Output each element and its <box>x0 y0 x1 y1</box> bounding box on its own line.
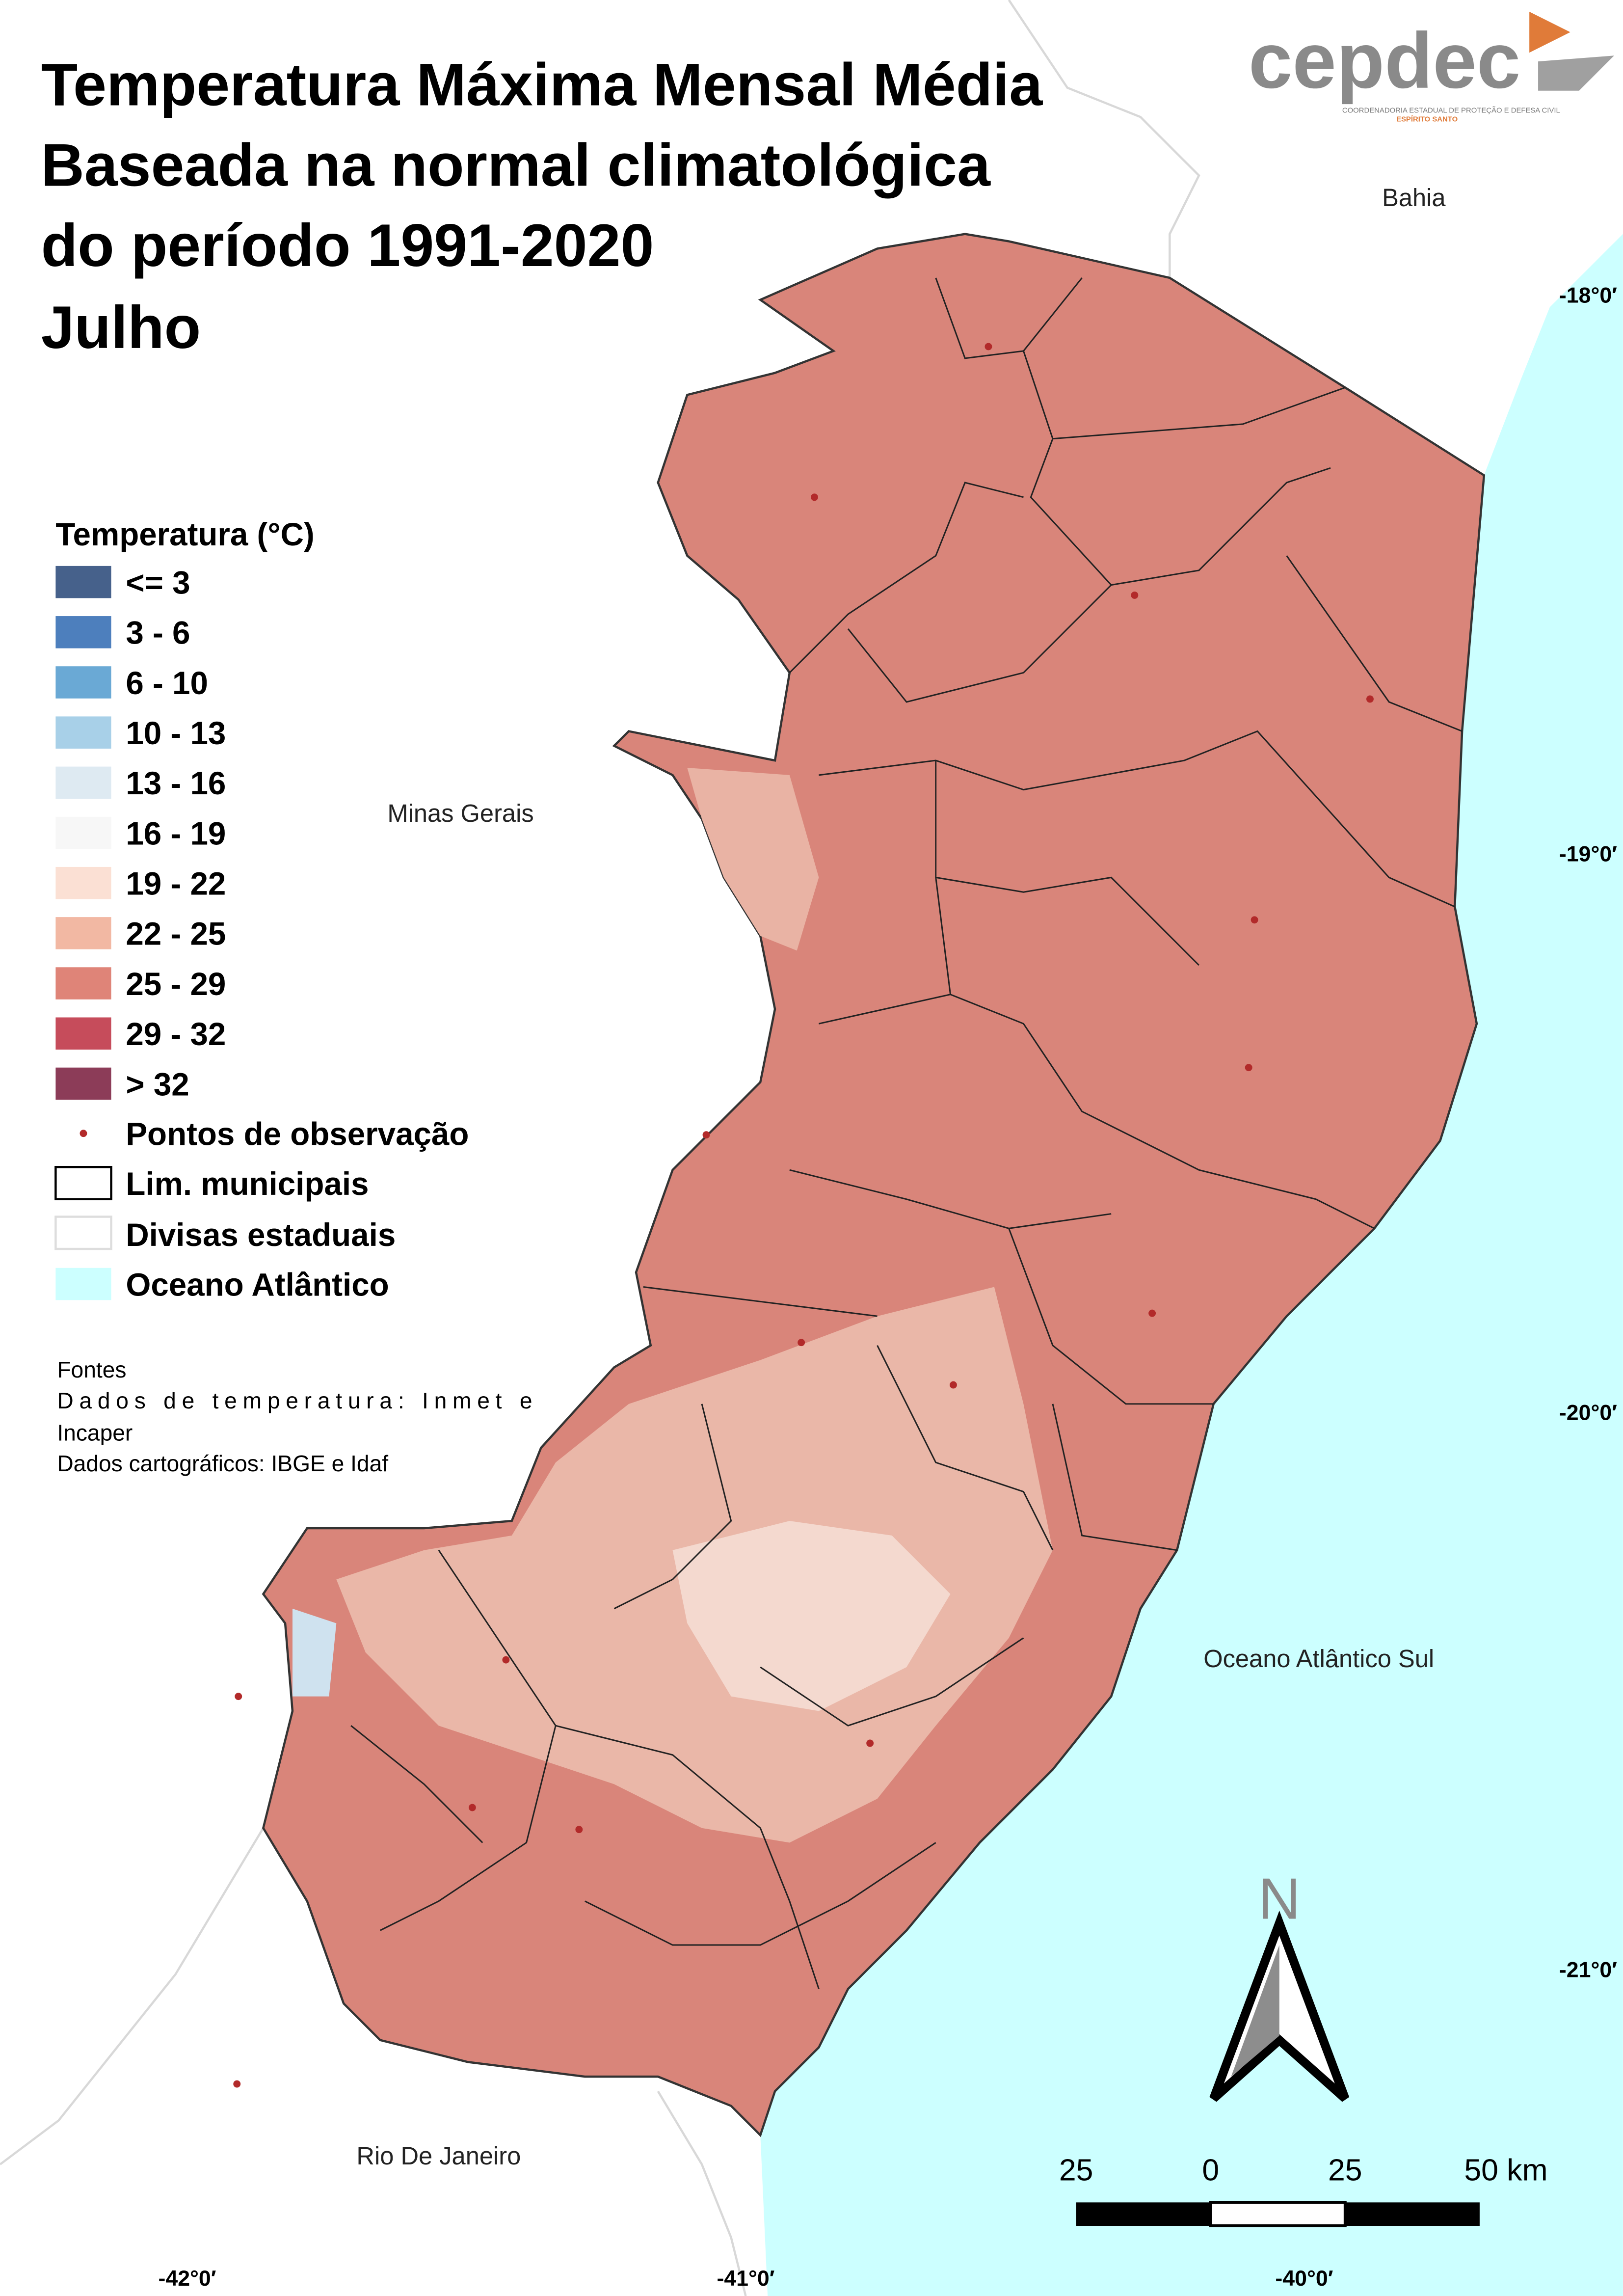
scale-label: 50 km <box>1464 2153 1547 2188</box>
legend-label: 19 - 22 <box>126 866 226 902</box>
place-label: Oceano Atlântico Sul <box>1203 1645 1434 1673</box>
legend-label: Pontos de observação <box>126 1116 469 1152</box>
title-line: Baseada na normal climatológica <box>41 131 991 198</box>
highland-area <box>292 1608 337 1697</box>
source-line: Dados cartográficos: IBGE e Idaf <box>57 1451 388 1476</box>
scale-bar <box>1076 2202 1211 2226</box>
legend-label: 10 - 13 <box>126 715 226 751</box>
place-label: Rio De Janeiro <box>356 2142 521 2170</box>
longitude-label: -41°0′ <box>717 2267 774 2291</box>
municipal-limits <box>350 277 1463 1989</box>
legend-label: 16 - 19 <box>126 815 226 851</box>
state-border <box>1008 0 1200 278</box>
scale-label: 25 <box>1059 2153 1093 2188</box>
logo-mark <box>1538 55 1614 91</box>
source-line: Fontes <box>57 1357 126 1382</box>
legend-swatch <box>55 967 111 999</box>
ocean <box>760 234 1623 2296</box>
title-line: do período 1991-2020 <box>41 212 654 279</box>
scale-bar <box>1209 2201 1347 2227</box>
scale-bar <box>1345 2202 1480 2226</box>
state-border <box>657 2090 747 2296</box>
legend-swatch <box>55 1017 111 1050</box>
legend-symbol <box>54 1216 112 1250</box>
legend-label: 3 - 6 <box>126 615 190 651</box>
legend-label: Lim. municipais <box>126 1166 369 1202</box>
legend-swatch <box>55 1067 111 1100</box>
legend-symbol <box>80 1130 87 1137</box>
legend-swatch <box>55 766 111 799</box>
longitude-label: -42°0′ <box>158 2267 216 2291</box>
source-line: Incaper <box>57 1420 133 1445</box>
legend-swatch <box>55 816 111 849</box>
highland-area <box>672 1521 951 1711</box>
legend-label: 29 - 32 <box>126 1016 226 1052</box>
title-line: Temperatura Máxima Mensal Média <box>41 51 1043 118</box>
logo-region: ESPÍRITO SANTO <box>1396 115 1458 123</box>
latitude-label: -20°0′ <box>1559 1401 1617 1425</box>
legend-swatch <box>55 616 111 648</box>
legend-label: 6 - 10 <box>126 665 208 701</box>
scale-label: 25 <box>1328 2153 1362 2188</box>
legend: <= 3 3 - 6 6 - 10 10 - 13 13 - 16 16 - 19 19 -… <box>55 565 226 1102</box>
legend-label: Oceano Atlântico <box>126 1267 389 1302</box>
legend-label: Divisas estaduais <box>126 1217 396 1253</box>
scale-label: 0 <box>1202 2153 1219 2188</box>
legend-swatch <box>55 917 111 949</box>
legend-title: Temperatura (°C) <box>55 516 314 552</box>
title-line: Julho <box>41 294 201 361</box>
legend-swatch <box>55 866 111 899</box>
place-label: Bahia <box>1382 184 1446 212</box>
latitude-label: -19°0′ <box>1559 842 1617 866</box>
legend-label: > 32 <box>126 1066 189 1102</box>
logo-subtitle: COORDENADORIA ESTADUAL DE PROTEÇÃO E DEF… <box>1342 106 1560 114</box>
latitude-label: -18°0′ <box>1559 284 1617 308</box>
state-border <box>0 1827 265 2165</box>
place-label: Minas Gerais <box>387 799 533 827</box>
legend-swatch <box>55 566 111 598</box>
legend-label: 25 - 29 <box>126 966 226 1002</box>
latitude-label: -21°0′ <box>1559 1958 1617 1982</box>
source-line: Dados de temperatura: Inmet e <box>57 1388 532 1413</box>
logo-name: cepdec <box>1249 17 1520 105</box>
legend-symbol <box>54 1165 112 1200</box>
observation-points <box>233 343 1374 2088</box>
legend-label: 22 - 25 <box>126 916 226 952</box>
logo-mark <box>1529 11 1570 53</box>
longitude-label: -40°0′ <box>1275 2267 1333 2291</box>
legend-symbol <box>55 1268 111 1300</box>
legend-label: <= 3 <box>126 565 190 600</box>
legend-label: 13 - 16 <box>126 765 226 801</box>
legend-swatch <box>55 716 111 749</box>
highland-area <box>687 767 819 951</box>
legend-swatch <box>55 666 111 699</box>
